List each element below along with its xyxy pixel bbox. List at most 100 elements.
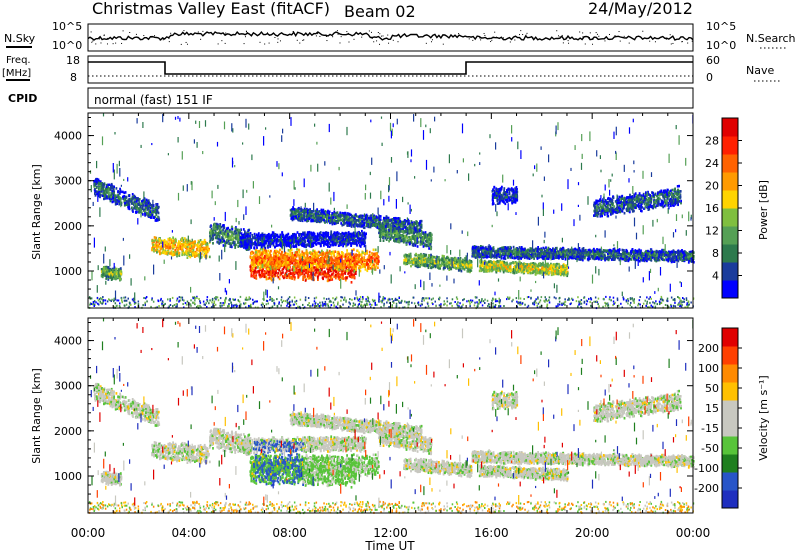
power-cell bbox=[277, 254, 279, 257]
power-cell bbox=[376, 259, 378, 262]
power-cell bbox=[135, 207, 137, 210]
power-cell bbox=[308, 239, 310, 242]
power-cell bbox=[106, 191, 108, 194]
power-cell bbox=[142, 213, 144, 216]
nsearch-point bbox=[339, 42, 340, 43]
power-cell bbox=[401, 225, 403, 228]
nsearch-point bbox=[104, 34, 105, 35]
power-cell bbox=[375, 264, 377, 267]
power-cell bbox=[229, 229, 231, 232]
power-cell bbox=[275, 271, 277, 274]
power-cell bbox=[341, 266, 343, 269]
power-cell bbox=[278, 261, 280, 264]
power-cell bbox=[306, 250, 308, 253]
nsearch-point bbox=[267, 32, 268, 33]
power-cell bbox=[366, 262, 368, 265]
power-cell bbox=[294, 260, 296, 263]
power-cell bbox=[367, 267, 369, 270]
power-cell bbox=[309, 269, 311, 272]
power-cell bbox=[255, 267, 257, 270]
nsearch-point bbox=[672, 43, 673, 44]
power-cell bbox=[247, 237, 249, 240]
nsearch-point bbox=[666, 39, 667, 40]
power-cell bbox=[295, 237, 297, 240]
power-cell bbox=[298, 265, 300, 268]
power-cell bbox=[300, 238, 302, 241]
power-cell bbox=[220, 239, 222, 242]
nsearch-point bbox=[181, 44, 182, 45]
power-cell bbox=[178, 252, 180, 255]
power-cell bbox=[231, 228, 233, 231]
power-cell bbox=[289, 269, 291, 272]
power-cell bbox=[242, 241, 244, 244]
nsearch-point bbox=[469, 38, 470, 39]
power-cell bbox=[234, 246, 236, 249]
power-cell bbox=[360, 245, 362, 248]
power-cell bbox=[153, 216, 155, 219]
power-cell bbox=[355, 257, 357, 260]
nsearch-point bbox=[585, 43, 586, 44]
power-cell bbox=[314, 260, 316, 263]
power-cell bbox=[303, 214, 305, 217]
nsearch-point bbox=[519, 34, 520, 35]
power-cell bbox=[353, 270, 355, 273]
power-cell bbox=[138, 211, 140, 214]
nsearch-point bbox=[274, 37, 275, 38]
power-cell bbox=[294, 278, 296, 281]
power-cell bbox=[308, 277, 310, 280]
nsearch-point bbox=[136, 34, 137, 35]
power-cell bbox=[287, 261, 289, 264]
power-cell bbox=[280, 255, 282, 258]
power-cell bbox=[194, 241, 196, 244]
nsearch-point bbox=[170, 33, 171, 34]
power-cell bbox=[355, 265, 357, 268]
power-cell bbox=[408, 222, 410, 225]
nsearch-point bbox=[316, 35, 317, 36]
power-cell bbox=[338, 276, 340, 279]
power-cell bbox=[275, 262, 277, 265]
power-cell bbox=[342, 233, 344, 236]
power-cell bbox=[263, 259, 265, 262]
power-cell bbox=[365, 268, 367, 271]
nsearch-point bbox=[198, 31, 199, 32]
nsearch-point bbox=[426, 43, 427, 44]
power-cell bbox=[329, 250, 331, 253]
power-cell bbox=[311, 257, 313, 260]
power-cell bbox=[262, 273, 264, 276]
nsearch-point bbox=[244, 43, 245, 44]
power-cell bbox=[244, 244, 246, 247]
power-cell bbox=[286, 234, 288, 237]
power-cell bbox=[255, 274, 257, 277]
power-cell bbox=[363, 238, 365, 241]
nsearch-point bbox=[388, 43, 389, 44]
nsearch-point bbox=[597, 34, 598, 35]
nsearch-point bbox=[245, 36, 246, 37]
power-cell bbox=[277, 272, 279, 275]
nsearch-point bbox=[163, 38, 164, 39]
power-cell bbox=[192, 241, 194, 244]
nsearch-point bbox=[386, 38, 387, 39]
power-cell bbox=[192, 253, 194, 256]
nsearch-point bbox=[682, 41, 683, 42]
power-cell bbox=[300, 260, 302, 263]
power-cell bbox=[326, 257, 328, 260]
power-cell bbox=[329, 242, 331, 245]
power-cell bbox=[325, 253, 327, 256]
power-cell bbox=[116, 201, 118, 204]
nsearch-point bbox=[556, 30, 557, 31]
power-cell bbox=[328, 277, 330, 280]
power-cell bbox=[291, 252, 293, 255]
power-cell bbox=[270, 254, 272, 257]
power-cell bbox=[335, 262, 337, 265]
nsearch-point bbox=[218, 43, 219, 44]
nsearch-point bbox=[225, 43, 226, 44]
power-cell bbox=[142, 207, 144, 210]
beam-title: Beam 02 bbox=[344, 2, 416, 21]
power-cell bbox=[349, 213, 351, 216]
nsearch-point bbox=[609, 39, 610, 40]
power-cell bbox=[332, 236, 334, 239]
power-cell bbox=[292, 245, 294, 248]
power-cell bbox=[401, 221, 403, 224]
power-cell bbox=[332, 242, 334, 245]
power-cell bbox=[289, 250, 291, 253]
